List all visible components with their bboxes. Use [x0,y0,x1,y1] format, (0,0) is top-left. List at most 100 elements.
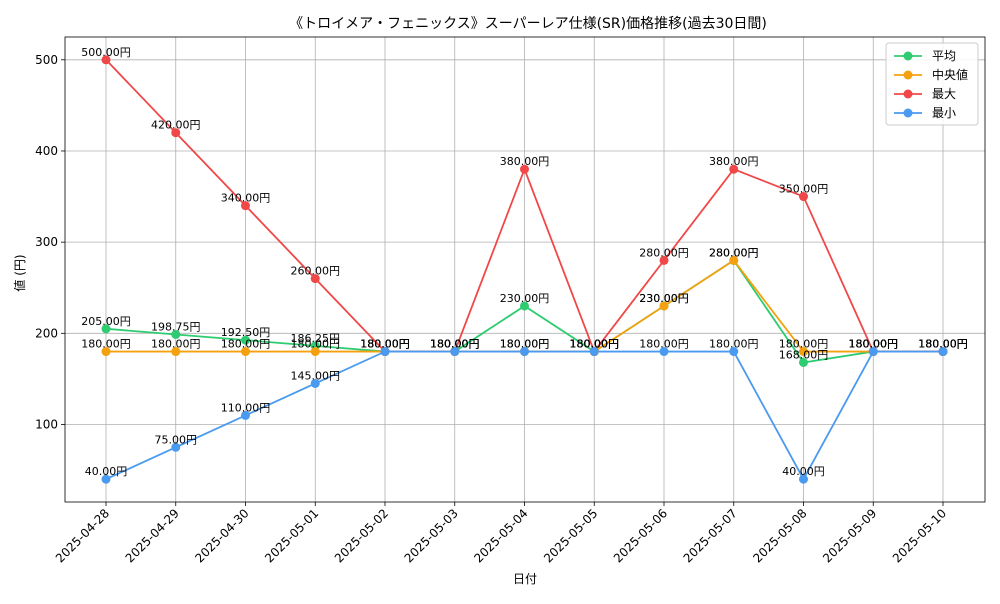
data-point [101,474,111,484]
data-label: 110.00円 [221,401,271,414]
data-point [310,378,320,388]
y-axis-label: 値 (円) [12,254,27,291]
data-point [450,347,460,357]
data-point [171,347,181,357]
data-label: 180.00円 [360,338,410,351]
data-point [868,347,878,357]
data-point [241,410,250,420]
data-label: 180.00円 [360,338,410,351]
data-label: 180.00円 [570,338,620,351]
data-label: 180.00円 [918,338,968,351]
x-tick-label: 2025-04-29 [123,506,182,565]
data-label: 180.00円 [779,338,829,351]
y-tick-label: 200 [35,326,58,340]
legend-entry: 最大 [932,87,956,101]
data-label: 500.00円 [81,46,131,59]
legend-entry: 平均 [932,49,956,63]
x-tick-label: 2025-05-09 [820,506,879,565]
data-label: 180.00円 [221,338,271,351]
data-label: 280.00円 [639,246,689,259]
chart-title: 《トロイメア・フェニックス》スーパーレア仕様(SR)価格推移(過去30日間) [289,16,767,32]
data-label: 75.00円 [155,433,198,446]
x-tick-label: 2025-05-04 [471,506,530,565]
data-label: 145.00円 [291,369,341,382]
data-point [729,255,739,265]
data-label: 180.00円 [430,338,480,351]
data-label: 40.00円 [782,465,825,478]
legend-entry: 中央値 [932,67,968,82]
data-label: 420.00円 [151,119,201,132]
data-point [729,164,739,174]
data-label: 180.00円 [849,338,899,351]
data-point [799,192,808,202]
x-tick-label: 2025-05-03 [402,506,461,565]
y-tick-label: 400 [35,144,58,158]
data-point [101,55,111,65]
data-label: 260.00円 [291,265,341,278]
legend-marker [903,108,913,118]
y-tick-label: 100 [35,418,58,432]
data-label: 180.00円 [430,338,480,351]
data-labels: 205.00円 198.75円 192.50円 186.25円 180.00円 180.0… [81,46,968,478]
data-point [241,335,250,345]
data-label: 180.00円 [918,338,968,351]
data-label: 280.00円 [709,246,759,259]
legend-entry: 最小 [932,106,956,120]
data-label: 180.00円 [570,338,620,351]
data-label: 180.00円 [500,338,550,351]
data-point [310,274,320,284]
x-tick-label: 2025-05-06 [611,506,670,565]
data-label: 180.00円 [500,338,550,351]
data-point [799,474,808,484]
data-point [171,128,181,138]
data-label: 40.00円 [85,465,128,478]
legend-marker [903,51,913,61]
data-point [101,324,111,334]
x-tick-label: 2025-04-28 [53,506,112,565]
x-tick-label: 2025-05-02 [332,506,391,565]
data-label: 380.00円 [709,155,759,168]
x-tick-label: 2025-05-05 [541,506,600,565]
data-point [729,347,739,357]
y-tick-label: 300 [35,235,58,249]
data-point [799,347,808,357]
series-group [101,55,948,484]
data-label: 180.00円 [709,338,759,351]
data-label: 180.00円 [849,338,899,351]
data-label: 180.00円 [849,338,899,351]
data-point [241,347,250,357]
data-point [799,358,808,367]
data-label: 180.00円 [81,338,131,351]
data-label: 230.00円 [639,292,689,305]
data-point [380,347,390,357]
data-point [938,347,948,357]
data-label: 180.00円 [430,338,480,351]
x-axis-label: 日付 [513,572,537,586]
grid [65,37,985,502]
data-label: 180.00円 [639,338,689,351]
data-label: 340.00円 [221,192,271,205]
data-label: 180.00円 [360,338,410,351]
x-tick-label: 2025-05-01 [262,506,321,565]
data-label: 168.00円 [779,349,829,362]
x-tick-label: 2025-05-08 [750,506,809,565]
data-label: 180.00円 [570,338,620,351]
x-tick-label: 2025-04-30 [192,506,251,565]
data-point [520,301,529,311]
data-label: 280.00円 [709,246,759,259]
data-label: 230.00円 [500,292,550,305]
data-label: 180.00円 [360,338,410,351]
data-point [171,329,181,339]
data-label: 180.00円 [849,338,899,351]
data-label: 198.75円 [151,320,201,333]
legend-marker [903,89,913,99]
data-label: 350.00円 [779,183,829,196]
data-label: 180.00円 [570,338,620,351]
y-tick-label: 500 [35,53,58,67]
data-point [520,164,529,174]
data-label: 180.00円 [918,338,968,351]
data-point [171,442,181,452]
data-point [659,347,669,357]
